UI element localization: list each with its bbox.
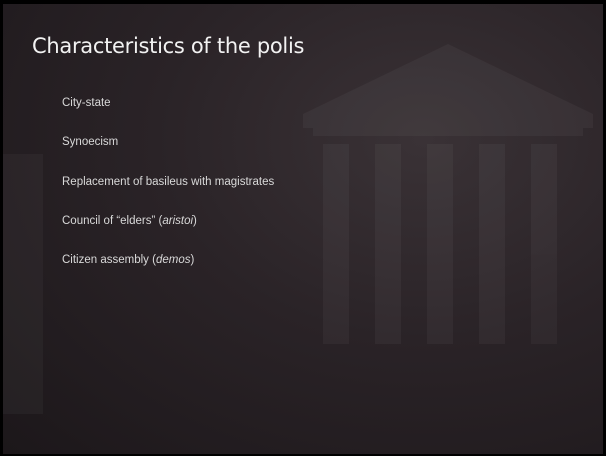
- bullet-text: City-state: [62, 97, 111, 109]
- bullet-italic-text: demos: [156, 254, 191, 266]
- slide: Characteristics of the polis City-state S…: [3, 4, 603, 454]
- bullet: Synoecism: [62, 136, 274, 175]
- bullet-text: Citizen assembly (: [62, 254, 156, 266]
- bullet-text: Synoecism: [62, 136, 118, 148]
- bullet: City-state: [62, 97, 274, 136]
- bullet-text: ): [193, 215, 197, 227]
- bullet-text: Council of “elders” (: [62, 215, 162, 227]
- page: Characteristics of the polis City-state S…: [0, 0, 606, 456]
- bullet: Replacement of basileus with magistrates: [62, 176, 274, 215]
- bullet: Council of “elders” (aristoi): [62, 215, 274, 254]
- slide-title: Characteristics of the polis: [32, 34, 304, 58]
- bullet-italic-text: aristoi: [162, 215, 193, 227]
- bullet-list: City-state Synoecism Replacement of basile…: [62, 97, 274, 293]
- bullet-text: Replacement of basileus with magistrates: [62, 176, 274, 188]
- bullet: Citizen assembly (demos): [62, 254, 274, 293]
- bullet-text: ): [190, 254, 194, 266]
